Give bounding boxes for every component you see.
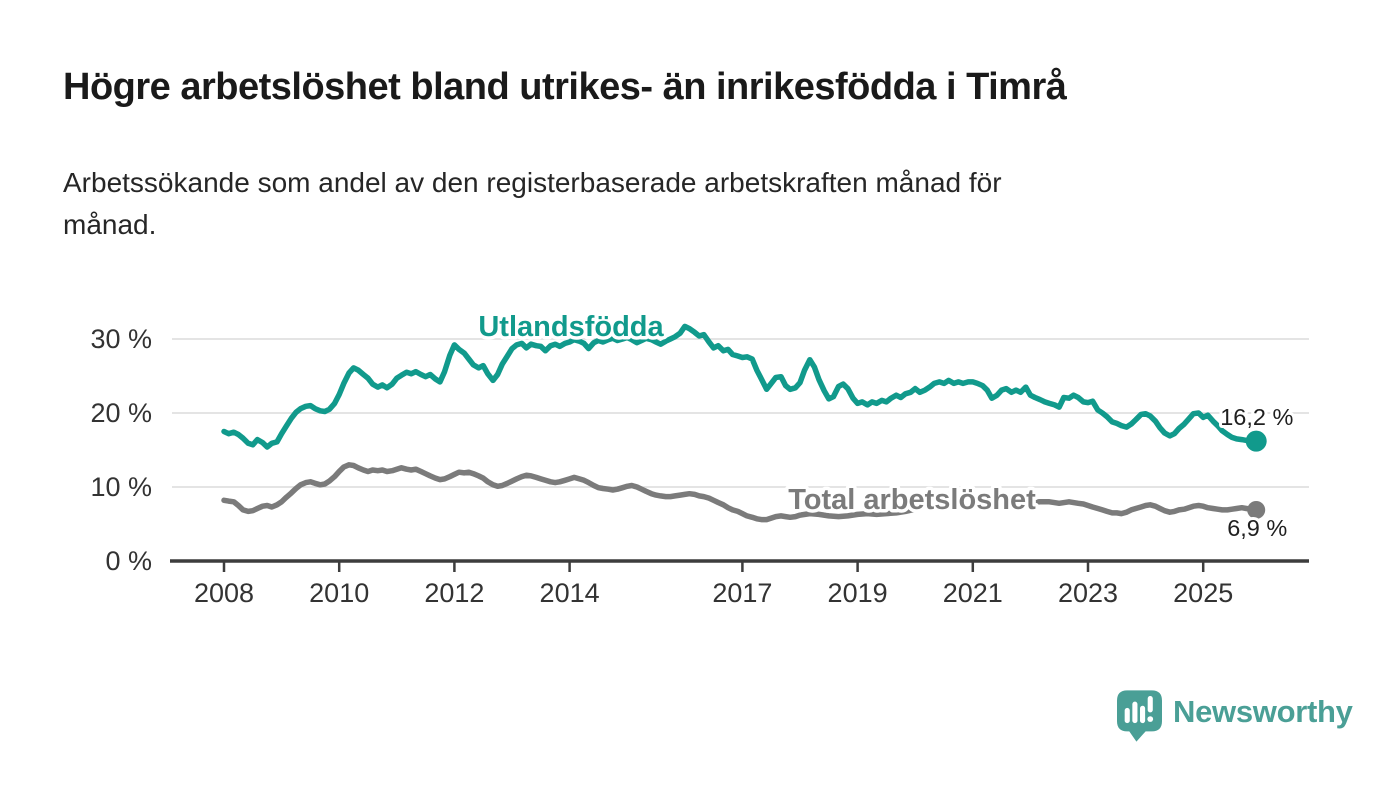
logo-bar-3 xyxy=(1140,705,1146,724)
series-line-utlandsfodda xyxy=(221,323,1259,450)
end-dot-total-arbetsloshet xyxy=(1247,500,1266,519)
x-axis-label-2019: 2019 xyxy=(828,578,888,608)
end-value-label-total-arbetsloshet: 6,9 % xyxy=(1227,515,1287,541)
y-axis-label-10: 10 % xyxy=(90,472,152,502)
x-axis-label-2010: 2010 xyxy=(309,578,369,608)
end-dot-utlandsfodda xyxy=(1245,430,1267,452)
brand-name: Newsworthy xyxy=(1173,694,1353,729)
x-axis-label-2021: 2021 xyxy=(943,578,1003,608)
logo-bar-2 xyxy=(1132,701,1138,724)
series-line-total-arbetsloshet xyxy=(221,462,1259,523)
page-title: Högre arbetslöshet bland utrikes- än inr… xyxy=(63,66,1067,108)
logo-exclamation-dot xyxy=(1147,716,1154,722)
subtitle-line-1: Arbetssökande som andel av den registerb… xyxy=(63,167,1002,198)
logo-exclamation-bar xyxy=(1147,696,1153,713)
x-axis-label-2017: 2017 xyxy=(712,578,772,608)
series-label-utlandsfodda: Utlandsfödda xyxy=(478,311,664,343)
x-axis-label-2025: 2025 xyxy=(1173,578,1233,608)
newsworthy-brand: Newsworthy xyxy=(1117,690,1353,742)
y-axis-label-20: 20 % xyxy=(90,398,152,428)
x-axis-label-2008: 2008 xyxy=(194,578,254,608)
subtitle-line-2: månad. xyxy=(63,209,157,240)
y-axis-label-30: 30 % xyxy=(90,324,152,354)
newsworthy-logo-icon xyxy=(1117,690,1162,742)
end-value-label-utlandsfodda: 16,2 % xyxy=(1220,404,1293,430)
chart-subtitle: Arbetssökande som andel av den registerb… xyxy=(63,162,1283,246)
series-label-total-arbetsloshet: Total arbetslöshet xyxy=(788,484,1036,516)
x-axis-label-2012: 2012 xyxy=(424,578,484,608)
logo-bar-1 xyxy=(1124,707,1130,724)
x-axis-label-2023: 2023 xyxy=(1058,578,1118,608)
y-axis-label-0: 0 % xyxy=(105,546,152,576)
x-axis-label-2014: 2014 xyxy=(540,578,600,608)
